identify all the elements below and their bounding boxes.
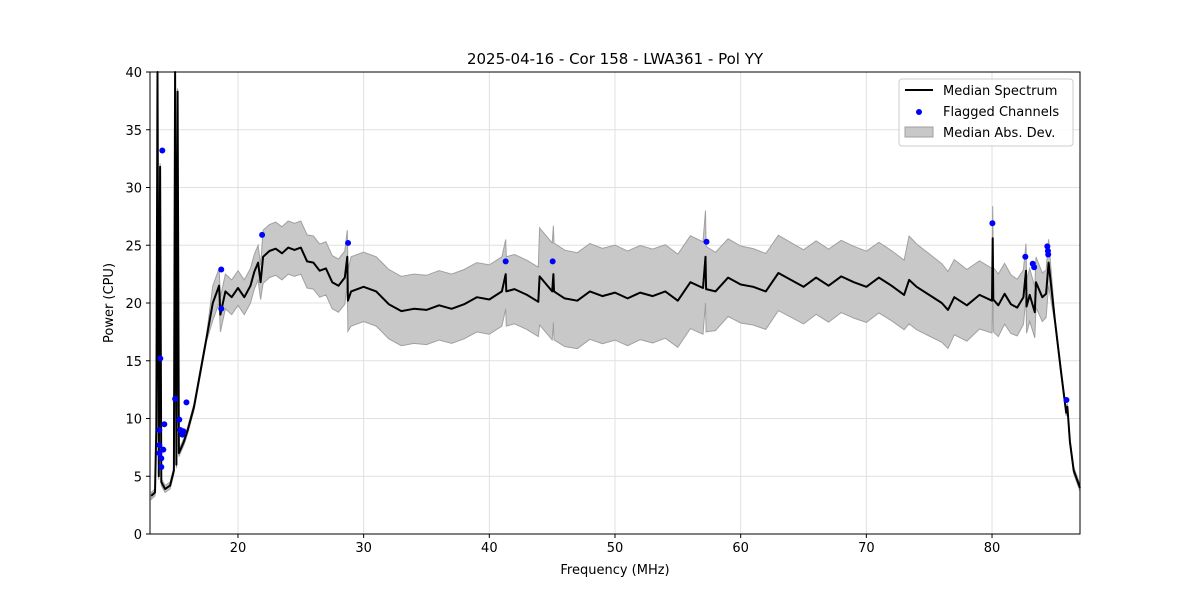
flagged-point bbox=[156, 427, 163, 434]
y-tick-label: 35 bbox=[125, 124, 142, 139]
y-tick-label: 40 bbox=[125, 66, 142, 81]
chart-title: 2025-04-16 - Cor 158 - LWA361 - Pol YY bbox=[467, 50, 764, 68]
flagged-point bbox=[345, 239, 352, 246]
flagged-point bbox=[1063, 397, 1070, 404]
y-tick-label: 20 bbox=[125, 297, 142, 312]
flagged-point bbox=[160, 446, 167, 453]
flagged-point bbox=[161, 421, 168, 428]
x-axis-label: Frequency (MHz) bbox=[560, 563, 669, 578]
legend-flagged-swatch bbox=[916, 109, 922, 115]
y-tick-label: 25 bbox=[125, 239, 142, 254]
flagged-point bbox=[1031, 264, 1038, 271]
x-tick-label: 30 bbox=[355, 541, 372, 556]
flagged-point bbox=[703, 238, 710, 245]
y-tick-label: 30 bbox=[125, 182, 142, 197]
x-tick-label: 80 bbox=[984, 541, 1001, 556]
flagged-point bbox=[157, 355, 164, 362]
y-tick-label: 10 bbox=[125, 413, 142, 428]
x-tick-label: 50 bbox=[607, 541, 624, 556]
flagged-point bbox=[1022, 253, 1029, 260]
flagged-point bbox=[183, 399, 190, 406]
flagged-point bbox=[179, 431, 186, 438]
flagged-point bbox=[176, 416, 183, 423]
flagged-point bbox=[156, 442, 163, 449]
flagged-point bbox=[218, 305, 225, 312]
x-axis-ticks: 20 30 40 50 60 70 80 bbox=[230, 534, 1001, 556]
flagged-point bbox=[158, 455, 165, 462]
flagged-point bbox=[549, 258, 556, 265]
flagged-channels bbox=[156, 147, 1070, 471]
y-tick-label: 15 bbox=[125, 355, 142, 370]
legend-flagged-label: Flagged Channels bbox=[943, 105, 1059, 120]
legend: Median Spectrum Flagged Channels Median … bbox=[898, 78, 1074, 147]
x-tick-label: 60 bbox=[732, 541, 749, 556]
flagged-point bbox=[502, 258, 509, 265]
legend-median-label: Median Spectrum bbox=[943, 84, 1057, 99]
y-tick-label: 5 bbox=[134, 470, 142, 485]
flagged-point bbox=[218, 266, 225, 273]
legend-band-label: Median Abs. Dev. bbox=[943, 126, 1055, 141]
x-tick-label: 70 bbox=[858, 541, 875, 556]
flagged-point bbox=[156, 450, 163, 457]
flagged-point bbox=[159, 147, 166, 154]
y-axis-ticks: 0 5 10 15 20 25 30 35 40 bbox=[125, 66, 150, 543]
legend-box bbox=[898, 78, 1074, 147]
flagged-point bbox=[1045, 251, 1052, 258]
legend-band-swatch bbox=[904, 126, 934, 138]
flagged-point bbox=[989, 220, 996, 227]
flagged-point bbox=[259, 231, 266, 238]
y-axis-label: Power (CPU) bbox=[102, 263, 117, 343]
y-tick-label: 0 bbox=[134, 528, 142, 543]
x-tick-label: 40 bbox=[481, 541, 498, 556]
flagged-point bbox=[172, 395, 179, 402]
flagged-point bbox=[1044, 243, 1051, 250]
flagged-point bbox=[158, 464, 165, 471]
x-tick-label: 20 bbox=[230, 541, 247, 556]
